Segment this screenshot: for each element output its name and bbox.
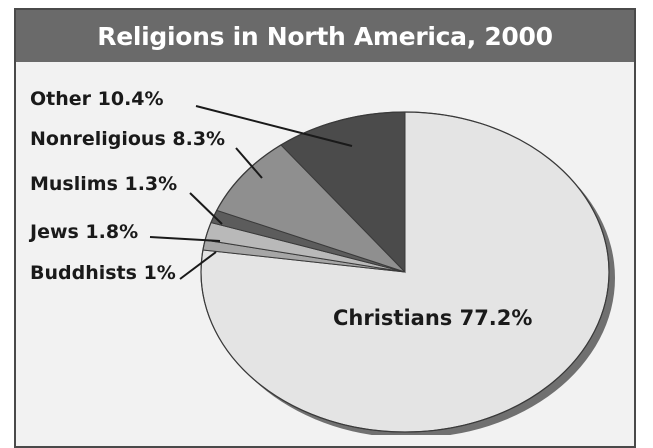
- pie-chart: Christians 77.2% Buddhists 1% Jews 1.8% Mus…: [28, 88, 615, 435]
- leader-line-other: [195, 105, 353, 147]
- slice-label-christians: Christians 77.2%: [333, 306, 532, 330]
- leader-line-jews: [149, 236, 221, 242]
- slice-label-nonreligious: Nonreligious 8.3%: [30, 128, 225, 150]
- leader-line-buddhists: [179, 251, 217, 280]
- slice-label-jews: Jews 1.8%: [28, 221, 138, 243]
- chart-title: Religions in North America, 2000: [97, 21, 553, 51]
- pie-outline: [200, 111, 610, 433]
- slice-label-muslims: Muslims 1.3%: [30, 173, 177, 195]
- leader-line-muslims: [189, 192, 223, 225]
- leader-line-nonreligious: [235, 147, 263, 179]
- title-bar: Religions in North America, 2000: [16, 10, 634, 62]
- slice-label-buddhists: Buddhists 1%: [30, 262, 176, 284]
- slice-label-other: Other 10.4%: [30, 88, 164, 110]
